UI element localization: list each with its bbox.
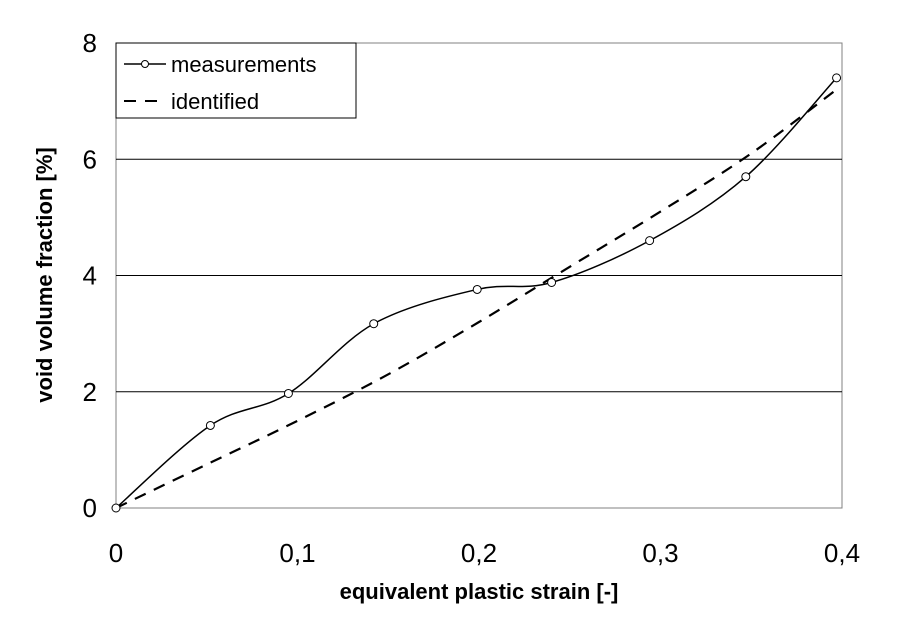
y-tick-label: 6 [83, 144, 97, 174]
measurement-point-1 [205, 420, 215, 430]
measurement-point-0 [111, 503, 121, 513]
measurement-point-2 [283, 388, 293, 398]
legend-identified-label: identified [171, 89, 259, 114]
x-tick-label: 0,3 [642, 538, 678, 568]
legend-measurements-marker [141, 60, 149, 68]
legend: measurements identified [115, 42, 357, 119]
y-tick-label: 0 [83, 493, 97, 523]
x-tick-label: 0 [109, 538, 123, 568]
gridlines [116, 158, 842, 393]
x-tick-label: 0,2 [461, 538, 497, 568]
x-axis-title: equivalent plastic strain [-] [340, 579, 619, 604]
y-axis-title: void volume fraction [%] [32, 147, 57, 402]
y-tick-label: 2 [83, 377, 97, 407]
y-tick-label: 8 [83, 28, 97, 58]
series-identified-line [115, 88, 838, 509]
x-tick-label: 0,4 [824, 538, 860, 568]
legend-box [115, 42, 357, 119]
legend-measurements-label: measurements [171, 52, 317, 77]
measurement-point-8 [832, 73, 842, 83]
measurement-point-4 [472, 284, 482, 294]
x-tick-label: 0,1 [279, 538, 315, 568]
measurement-point-3 [369, 319, 379, 329]
y-tick-label: 4 [83, 261, 97, 291]
series-layer [111, 73, 842, 513]
y-axis-ticks: 0 2 4 6 8 [83, 28, 97, 523]
measurement-point-5 [547, 277, 557, 287]
x-axis-ticks: 0 0,1 0,2 0,3 0,4 [109, 538, 860, 568]
measurement-point-7 [741, 172, 751, 182]
measurement-point-6 [645, 236, 655, 246]
